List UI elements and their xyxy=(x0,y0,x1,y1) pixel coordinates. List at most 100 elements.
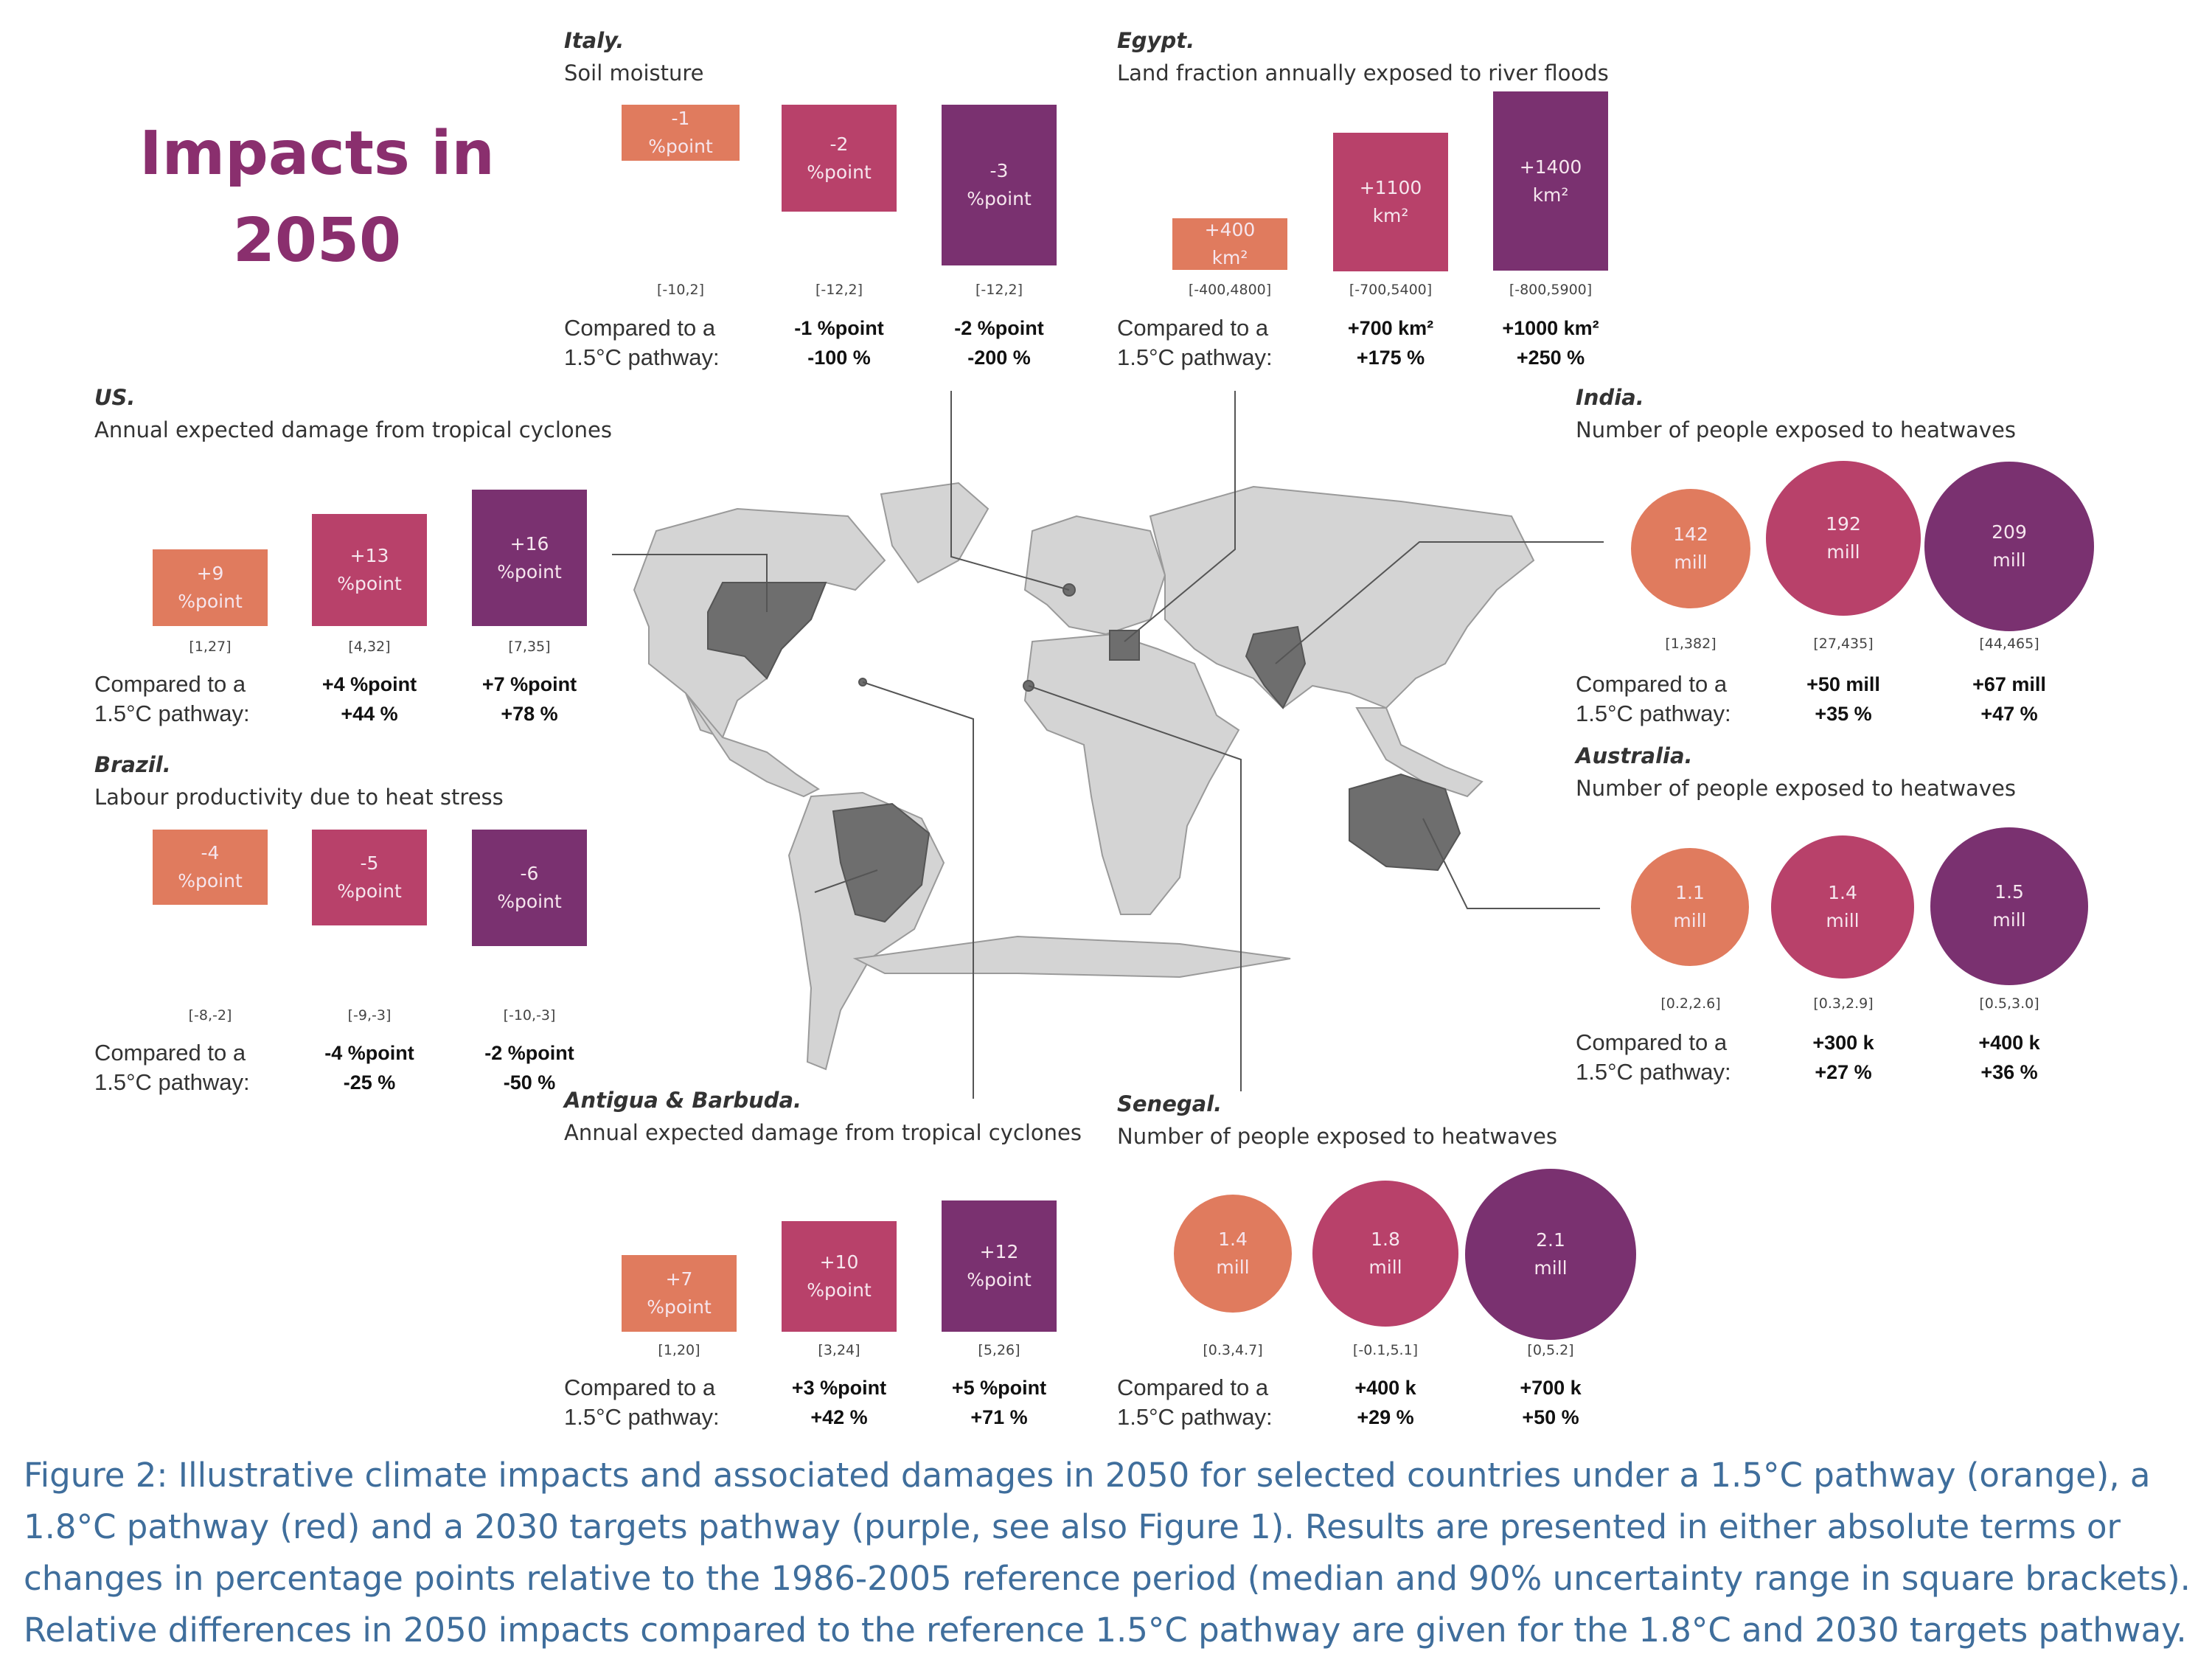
map-europe xyxy=(1023,515,1166,636)
leader-us xyxy=(612,554,768,612)
us-compare-2030-abs: +7 %point xyxy=(481,673,577,695)
page-title: Impacts in 2050 xyxy=(114,111,520,285)
senegal-range-1-5: [0.3,4.7] xyxy=(1203,1342,1263,1358)
italy-unit-2030: %point xyxy=(967,188,1032,209)
antigua-unit-2030: %point xyxy=(967,1269,1032,1290)
egypt-value-1-8: +1100 xyxy=(1359,177,1422,198)
senegal-unit-1-8: mill xyxy=(1368,1257,1402,1278)
italy-range-2030: [-12,2] xyxy=(975,282,1023,298)
australia-value-1-8: 1.4 xyxy=(1828,882,1857,903)
italy-unit-1-8: %point xyxy=(807,161,872,183)
brazil-range-1-8: [-9,-3] xyxy=(347,1007,392,1024)
italy-compare-1-8-rel: -100 % xyxy=(807,347,871,369)
senegal-circle-1-8: 1.8 mill xyxy=(1312,1181,1458,1327)
map-central-america xyxy=(685,692,820,798)
india-circle-1-8: 192 mill xyxy=(1766,461,1921,616)
india-value-2030: 209 xyxy=(1992,521,2027,543)
india-value-1-5: 142 xyxy=(1673,524,1708,545)
senegal-value-2030: 2.1 xyxy=(1536,1229,1565,1251)
brazil-compare-1-8-rel: -25 % xyxy=(343,1071,396,1094)
senegal-unit-2030: mill xyxy=(1534,1257,1568,1279)
india-circle-1-5: 142 mill xyxy=(1631,489,1750,608)
antigua-compare-1-8: +3 %point +42 % xyxy=(758,1373,920,1432)
us-bar-2030: +16 %point xyxy=(472,490,587,626)
india-circle-2030: 209 mill xyxy=(1924,462,2094,631)
compared-label-line-2: 1.5°C pathway: xyxy=(1576,701,1731,726)
italy-bar-1-5: -1 %point xyxy=(622,105,740,161)
egypt-compare-1-8-abs: +700 km² xyxy=(1347,317,1434,339)
us-title: US. xyxy=(94,385,136,410)
antigua-compare-2030-abs: +5 %point xyxy=(951,1377,1047,1399)
antigua-range-2030: [5,26] xyxy=(978,1342,1020,1358)
brazil-range-1-5: [-8,-2] xyxy=(188,1007,232,1024)
leader-brazil xyxy=(814,869,878,893)
us-compare-2030: +7 %point +78 % xyxy=(448,670,611,729)
brazil-range-2030: [-10,-3] xyxy=(503,1007,556,1024)
italy-bar-1-8: -2 %point xyxy=(782,105,897,212)
compared-label-line-2: 1.5°C pathway: xyxy=(1576,1059,1731,1085)
india-range-1-8: [27,435] xyxy=(1813,636,1874,652)
leader-australia xyxy=(1422,818,1600,909)
us-compare-2030-rel: +78 % xyxy=(501,703,558,725)
us-compare-1-8-abs: +4 %point xyxy=(321,673,417,695)
brazil-compared-label: Compared to a 1.5°C pathway: xyxy=(94,1038,250,1097)
compared-label-line-2: 1.5°C pathway: xyxy=(1117,344,1273,370)
brazil-unit-1-8: %point xyxy=(337,880,402,902)
italy-title: Italy. xyxy=(564,28,625,53)
leader-senegal xyxy=(1028,685,1242,1091)
map-australia-highlight xyxy=(1349,773,1461,872)
us-unit-1-5: %point xyxy=(178,591,243,612)
brazil-value-1-5: -4 xyxy=(201,842,220,863)
brazil-value-2030: -6 xyxy=(520,863,539,884)
italy-compare-2030-rel: -200 % xyxy=(967,347,1031,369)
compared-label-line-2: 1.5°C pathway: xyxy=(564,344,720,370)
brazil-unit-1-5: %point xyxy=(178,870,243,892)
leader-egypt xyxy=(1124,391,1236,642)
india-unit-1-5: mill xyxy=(1674,552,1708,573)
antigua-bar-2030: +12 %point xyxy=(942,1200,1057,1332)
egypt-range-2030: [-800,5900] xyxy=(1509,282,1593,298)
us-range-2030: [7,35] xyxy=(508,639,551,655)
italy-value-1-8: -2 xyxy=(830,133,849,155)
antigua-bar-1-8: +10 %point xyxy=(782,1221,897,1332)
brazil-bar-2030: -6 %point xyxy=(472,830,587,946)
map-africa xyxy=(1023,633,1240,915)
italy-range-1-8: [-12,2] xyxy=(815,282,863,298)
australia-compare-1-8-rel: +27 % xyxy=(1815,1061,1872,1083)
senegal-circle-1-5: 1.4 mill xyxy=(1174,1195,1292,1313)
compared-label-line-1: Compared to a xyxy=(1117,315,1269,341)
us-value-1-5: +9 xyxy=(196,563,224,584)
antigua-value-1-5: +7 xyxy=(665,1268,693,1290)
australia-title: Australia. xyxy=(1576,743,1693,768)
map-southeast-asia xyxy=(1355,707,1484,798)
senegal-compare-2030: +700 k +50 % xyxy=(1470,1373,1632,1432)
italy-compare-1-8: -1 %point -100 % xyxy=(758,313,920,372)
india-title: India. xyxy=(1576,385,1644,410)
us-bar-1-5: +9 %point xyxy=(153,549,268,626)
antigua-bar-1-5: +7 %point xyxy=(622,1255,737,1332)
compared-label-line-1: Compared to a xyxy=(564,315,716,341)
australia-circle-1-5: 1.1 mill xyxy=(1631,848,1749,966)
australia-metric: Number of people exposed to heatwaves xyxy=(1576,776,2016,801)
egypt-bar-1-5: +400 km² xyxy=(1172,218,1287,270)
brazil-compare-1-8-abs: -4 %point xyxy=(324,1042,414,1064)
compared-label-line-1: Compared to a xyxy=(1576,1029,1728,1055)
italy-compared-label: Compared to a 1.5°C pathway: xyxy=(564,313,720,372)
egypt-bar-2030: +1400 km² xyxy=(1493,91,1608,271)
senegal-range-1-8: [-0.1,5.1] xyxy=(1352,1342,1419,1358)
senegal-circle-2030: 2.1 mill xyxy=(1465,1169,1636,1340)
brazil-bar-1-8: -5 %point xyxy=(312,830,427,925)
egypt-bar-1-8: +1100 km² xyxy=(1333,133,1448,271)
italy-compare-2030: -2 %point -200 % xyxy=(918,313,1080,372)
us-value-1-8: +13 xyxy=(349,545,389,566)
senegal-range-2030: [0,5.2] xyxy=(1527,1342,1574,1358)
india-unit-1-8: mill xyxy=(1826,541,1860,563)
senegal-metric: Number of people exposed to heatwaves xyxy=(1117,1124,1557,1149)
senegal-compared-label: Compared to a 1.5°C pathway: xyxy=(1117,1373,1273,1432)
compared-label-line-2: 1.5°C pathway: xyxy=(94,701,250,726)
italy-metric: Soil moisture xyxy=(564,60,704,86)
title-line-1: Impacts in xyxy=(139,119,495,189)
us-unit-1-8: %point xyxy=(337,573,402,594)
antigua-unit-1-5: %point xyxy=(647,1296,712,1318)
